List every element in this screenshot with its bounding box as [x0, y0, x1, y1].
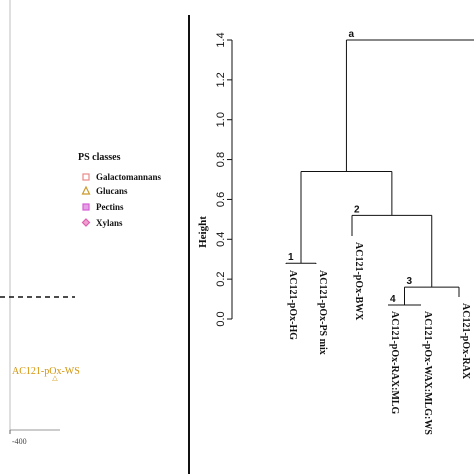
y-tick-label: 0.8 — [215, 152, 227, 167]
dendrogram-panel: 0.0 0.2 0.4 0.6 0.8 1.0 1.2 1.4 Height 1 43 2 a AC… — [197, 29, 474, 435]
legend-label: Pectins — [96, 202, 124, 212]
cluster-label: 2 — [354, 204, 360, 215]
leaf-label: AC121-pOx-RAX:MLG — [389, 311, 400, 415]
y-tick-label: 0.2 — [215, 271, 227, 286]
y-tick-label: 1.0 — [215, 112, 227, 127]
legend-label: Glucans — [96, 186, 128, 196]
legend-item-glucans: Glucans — [81, 185, 128, 196]
legend-item-pectins: Pectins — [82, 202, 124, 212]
leaf-label: AC121-pOx-RAX — [460, 303, 471, 380]
y-tick-label: 0.6 — [215, 192, 227, 207]
left-panel: -400 AC121-pOx-WS △ PS classes Galactoma… — [0, 0, 162, 446]
legend: PS classes Galactomannans Glucans Pectin… — [78, 152, 162, 228]
legend-title: PS classes — [78, 152, 121, 163]
y-tick-label: 1.2 — [215, 72, 227, 87]
leaf-label: AC121-pOx-WAX:MLG:WS — [422, 311, 433, 435]
leaf-label: AC121-pOx-PS mix — [317, 270, 328, 355]
cluster-label: 3 — [407, 276, 413, 287]
y-axis-label: Height — [197, 216, 209, 248]
legend-item-xylans: Xylans — [81, 218, 123, 228]
cluster-label: a — [348, 29, 354, 40]
leaf-labels: AC121-pOx-HG AC121-pOx-PS mix AC121-pOx-BW… — [287, 242, 471, 435]
y-tick-label: 0.0 — [215, 311, 227, 326]
cluster-label: 1 — [288, 252, 294, 263]
cluster-label: 4 — [390, 294, 396, 305]
cluster-labels: 1 43 2 a — [288, 29, 413, 305]
legend-item-galactomannans: Galactomannans — [82, 172, 162, 182]
leaf-label: AC121-pOx-BWX — [353, 242, 364, 321]
square-marker-icon — [82, 173, 90, 181]
dendrogram-branches — [285, 39, 474, 306]
diamond-marker-icon — [81, 218, 91, 227]
leaf-label: AC121-pOx-HG — [287, 270, 298, 340]
x-tick-label: -400 — [12, 437, 27, 446]
triangle-marker-icon: △ — [52, 374, 58, 382]
y-axis-ticks: 0.0 0.2 0.4 0.6 0.8 1.0 1.2 1.4 — [215, 32, 232, 327]
point-label: AC121-pOx-WS — [12, 366, 80, 377]
y-tick-label: 1.4 — [215, 32, 227, 47]
y-tick-label: 0.4 — [215, 232, 227, 247]
square-marker-icon — [82, 203, 90, 211]
legend-label: Galactomannans — [96, 172, 162, 182]
legend-label: Xylans — [96, 218, 123, 228]
triangle-marker-icon — [81, 185, 91, 195]
